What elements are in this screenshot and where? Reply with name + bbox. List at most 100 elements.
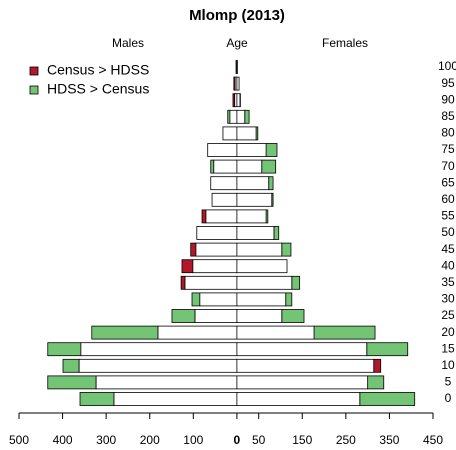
common-bar <box>236 375 369 390</box>
common-bar <box>210 176 238 191</box>
age-label: 75 <box>441 142 455 156</box>
age-label: 60 <box>441 192 455 206</box>
common-bar <box>236 392 361 406</box>
difference-bar <box>373 358 382 373</box>
difference-bar <box>281 242 292 257</box>
difference-bar <box>210 159 215 174</box>
common-bar <box>78 358 238 373</box>
difference-bar <box>244 109 250 124</box>
x-tick-label: 350 <box>379 433 399 447</box>
age-label: 80 <box>441 126 455 140</box>
age-label: 85 <box>441 109 455 123</box>
common-bar <box>95 375 238 390</box>
age-header: Age <box>226 36 248 50</box>
common-bar <box>222 126 238 141</box>
difference-bar <box>291 275 301 290</box>
common-bar <box>236 192 273 207</box>
common-bar <box>205 209 238 224</box>
common-bar <box>236 126 257 141</box>
age-label: 45 <box>441 242 455 256</box>
common-bar <box>195 242 238 257</box>
age-label: 50 <box>441 225 455 239</box>
difference-bar <box>47 342 82 357</box>
common-bar <box>236 275 293 290</box>
x-tick-label: 500 <box>9 433 29 447</box>
age-label: 65 <box>441 175 455 189</box>
difference-bar <box>171 309 196 323</box>
common-bar <box>211 192 238 207</box>
x-tick-label: 250 <box>336 433 356 447</box>
age-label: 95 <box>441 76 455 90</box>
age-label: 0 <box>445 391 452 405</box>
common-bar <box>236 358 375 373</box>
common-bar <box>113 392 238 406</box>
common-bar <box>236 76 240 91</box>
difference-bar <box>190 242 197 257</box>
x-tick-label: 100 <box>183 433 203 447</box>
common-bar <box>184 275 238 290</box>
difference-bar <box>261 159 277 174</box>
age-label: 90 <box>441 92 455 106</box>
common-bar <box>229 109 238 124</box>
common-bar <box>236 209 267 224</box>
age-label: 15 <box>441 341 455 355</box>
common-bar <box>236 325 315 340</box>
legend-swatch <box>29 66 39 76</box>
common-bar <box>213 159 238 174</box>
x-tick-label: 0 <box>234 433 241 447</box>
common-bar <box>192 259 238 274</box>
x-tick-label: 50 <box>252 433 266 447</box>
age-label: 40 <box>441 258 455 272</box>
common-bar <box>236 226 275 240</box>
common-bar <box>236 176 270 191</box>
difference-bar <box>180 275 186 290</box>
common-bar <box>236 109 246 124</box>
legend-swatch <box>29 85 39 95</box>
difference-bar <box>285 292 293 307</box>
difference-bar <box>47 375 97 390</box>
difference-bar <box>367 375 385 390</box>
common-bar <box>236 143 267 157</box>
x-tick-label: 150 <box>292 433 312 447</box>
common-bar <box>194 309 238 323</box>
age-label: 20 <box>441 325 455 339</box>
difference-bar <box>181 259 194 274</box>
common-bar <box>196 226 238 240</box>
common-bar <box>80 342 238 357</box>
x-tick-label: 450 <box>423 433 443 447</box>
age-label: 100 <box>438 59 456 73</box>
age-label: 55 <box>441 209 455 223</box>
x-tick-label: 400 <box>53 433 73 447</box>
difference-bar <box>366 342 409 357</box>
difference-bar <box>79 392 115 406</box>
common-bar <box>236 292 287 307</box>
common-bar <box>207 143 238 157</box>
common-bar <box>236 259 288 274</box>
difference-bar <box>268 176 274 191</box>
difference-bar <box>281 309 305 323</box>
common-bar <box>199 292 238 307</box>
age-label: 5 <box>445 375 452 389</box>
common-bar <box>236 242 283 257</box>
difference-bar <box>191 292 201 307</box>
legend-label: HDSS > Census <box>47 81 149 97</box>
females-header: Females <box>322 36 368 50</box>
common-bar <box>236 159 263 174</box>
legend-label: Census > HDSS <box>47 62 149 78</box>
age-label: 70 <box>441 159 455 173</box>
x-tick-label: 200 <box>140 433 160 447</box>
difference-bar <box>201 209 207 224</box>
age-label: 10 <box>441 358 455 372</box>
difference-bar <box>359 392 416 406</box>
difference-bar <box>91 325 159 340</box>
difference-bar <box>265 143 278 157</box>
difference-bar <box>62 358 80 373</box>
chart-title: Mlomp (2013) <box>189 7 285 24</box>
difference-bar <box>313 325 376 340</box>
age-label: 35 <box>441 275 455 289</box>
common-bar <box>157 325 238 340</box>
x-tick-label: 300 <box>96 433 116 447</box>
difference-bar <box>273 226 280 240</box>
age-label: 30 <box>441 292 455 306</box>
